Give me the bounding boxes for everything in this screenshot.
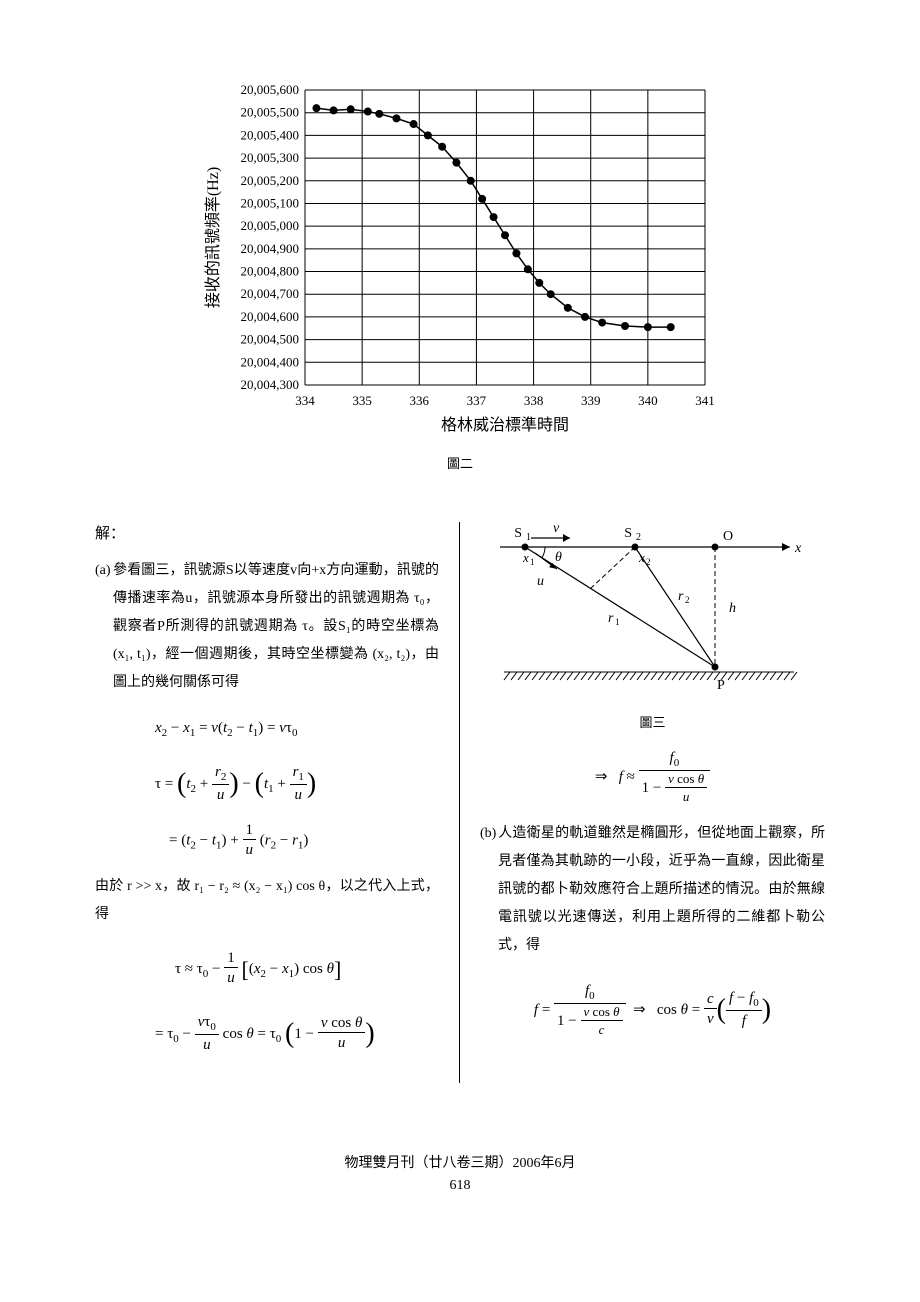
svg-text:341: 341 <box>695 393 715 408</box>
right-column: S1S2OPxx1x2vθur1r2h 圖三 ⇒ f ≈ f01 − v cos… <box>460 522 825 1083</box>
svg-text:335: 335 <box>352 393 372 408</box>
svg-text:格林威治標準時間: 格林威治標準時間 <box>441 416 569 434</box>
svg-text:334: 334 <box>295 393 315 408</box>
geometry-diagram: S1S2OPxx1x2vθur1r2h <box>490 522 825 702</box>
svg-text:20,005,200: 20,005,200 <box>241 173 300 188</box>
svg-text:2: 2 <box>636 532 641 543</box>
svg-text:20,004,800: 20,004,800 <box>241 264 300 279</box>
svg-text:θ: θ <box>555 550 562 565</box>
svg-text:20,005,300: 20,005,300 <box>241 150 300 165</box>
svg-text:r: r <box>678 589 684 604</box>
eq-block-4: f = f01 − v cos θc ⇒ cos θ = cv(f − f0f) <box>480 974 825 1047</box>
part-a-text-2: 由於 r >> x，故 r₁ − r₂ ≈ (x₂ − x₁) cos θ，以之… <box>95 873 439 929</box>
part-a-body: 參看圖三，訊號源S以等速度v向+x方向運動，訊號的傳播速率為u，訊號源本身所發出… <box>113 563 439 690</box>
page-footer: 物理雙月刊（廿八卷三期）2006年6月 618 <box>95 1153 825 1198</box>
svg-text:338: 338 <box>524 393 544 408</box>
svg-text:20,004,700: 20,004,700 <box>241 286 300 301</box>
footer-page-number: 618 <box>95 1175 825 1197</box>
svg-text:u: u <box>537 574 544 589</box>
svg-text:1: 1 <box>615 617 620 627</box>
eq-block-1: x2 − x1 = v(t2 − t1) = vτ0 τ = (t2 + r2u… <box>155 709 439 861</box>
svg-text:20,005,600: 20,005,600 <box>241 82 300 97</box>
part-b-body: 人造衛星的軌道雖然是橢圓形，但從地面上觀察，所見者僅為其軌跡的一小段，近乎為一直… <box>498 826 825 953</box>
diagram-caption: 圖三 <box>480 712 825 731</box>
part-a-text: (a)參看圖三，訊號源S以等速度v向+x方向運動，訊號的傳播速率為u，訊號源本身… <box>113 557 439 697</box>
eq-block-3: ⇒ f ≈ f01 − v cos θu <box>480 749 825 806</box>
svg-text:20,005,100: 20,005,100 <box>241 195 300 210</box>
chart-svg: 334 335 336 337 338 339 340 341 20,005,600 20,005… <box>200 80 720 440</box>
svg-text:339: 339 <box>581 393 601 408</box>
svg-text:337: 337 <box>467 393 487 408</box>
svg-text:20,004,900: 20,004,900 <box>241 241 300 256</box>
svg-text:x: x <box>638 550 645 565</box>
svg-text:S: S <box>514 526 522 541</box>
eq-block-2: τ ≈ τ0 − 1u [(x2 − x1) cos θ] = τ0 − vτ0… <box>155 941 439 1071</box>
footer-journal: 物理雙月刊（廿八卷三期）2006年6月 <box>95 1153 825 1175</box>
svg-text:1: 1 <box>530 557 535 567</box>
svg-text:336: 336 <box>410 393 430 408</box>
svg-text:20,004,600: 20,004,600 <box>241 309 300 324</box>
svg-text:x: x <box>794 541 802 556</box>
svg-text:2: 2 <box>685 595 690 605</box>
left-column: 解： (a)參看圖三，訊號源S以等速度v向+x方向運動，訊號的傳播速率為u，訊號… <box>95 522 460 1083</box>
svg-text:v: v <box>553 522 560 536</box>
doppler-chart: 334 335 336 337 338 339 340 341 20,005,600 20,005… <box>200 80 720 472</box>
svg-text:h: h <box>729 601 736 616</box>
svg-text:2: 2 <box>646 557 651 567</box>
svg-text:1: 1 <box>526 532 531 543</box>
svg-text:x: x <box>522 550 529 565</box>
svg-text:20,005,400: 20,005,400 <box>241 127 300 142</box>
svg-text:接收的訊號頻率(Hz): 接收的訊號頻率(Hz) <box>204 167 222 308</box>
svg-text:P: P <box>717 678 725 693</box>
svg-text:20,005,500: 20,005,500 <box>241 105 300 120</box>
svg-text:20,004,500: 20,004,500 <box>241 332 300 347</box>
part-b-text: (b)人造衛星的軌道雖然是橢圓形，但從地面上觀察，所見者僅為其軌跡的一小段，近乎… <box>498 820 825 960</box>
svg-text:r: r <box>608 611 614 626</box>
diagram-svg: S1S2OPxx1x2vθur1r2h <box>490 522 810 697</box>
solution-label: 解： <box>95 522 439 543</box>
svg-text:20,005,000: 20,005,000 <box>241 218 300 233</box>
part-a-label: (a) <box>95 557 113 585</box>
svg-text:S: S <box>624 526 632 541</box>
svg-text:340: 340 <box>638 393 658 408</box>
svg-text:20,004,400: 20,004,400 <box>241 354 300 369</box>
part-b-label: (b) <box>480 820 498 848</box>
chart-caption: 圖二 <box>200 453 720 472</box>
svg-text:20,004,300: 20,004,300 <box>241 377 300 392</box>
svg-text:O: O <box>723 529 733 544</box>
two-column-layout: 解： (a)參看圖三，訊號源S以等速度v向+x方向運動，訊號的傳播速率為u，訊號… <box>95 522 825 1083</box>
